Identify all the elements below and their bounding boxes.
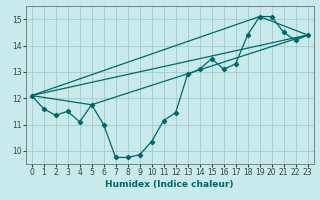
X-axis label: Humidex (Indice chaleur): Humidex (Indice chaleur)	[105, 180, 234, 189]
